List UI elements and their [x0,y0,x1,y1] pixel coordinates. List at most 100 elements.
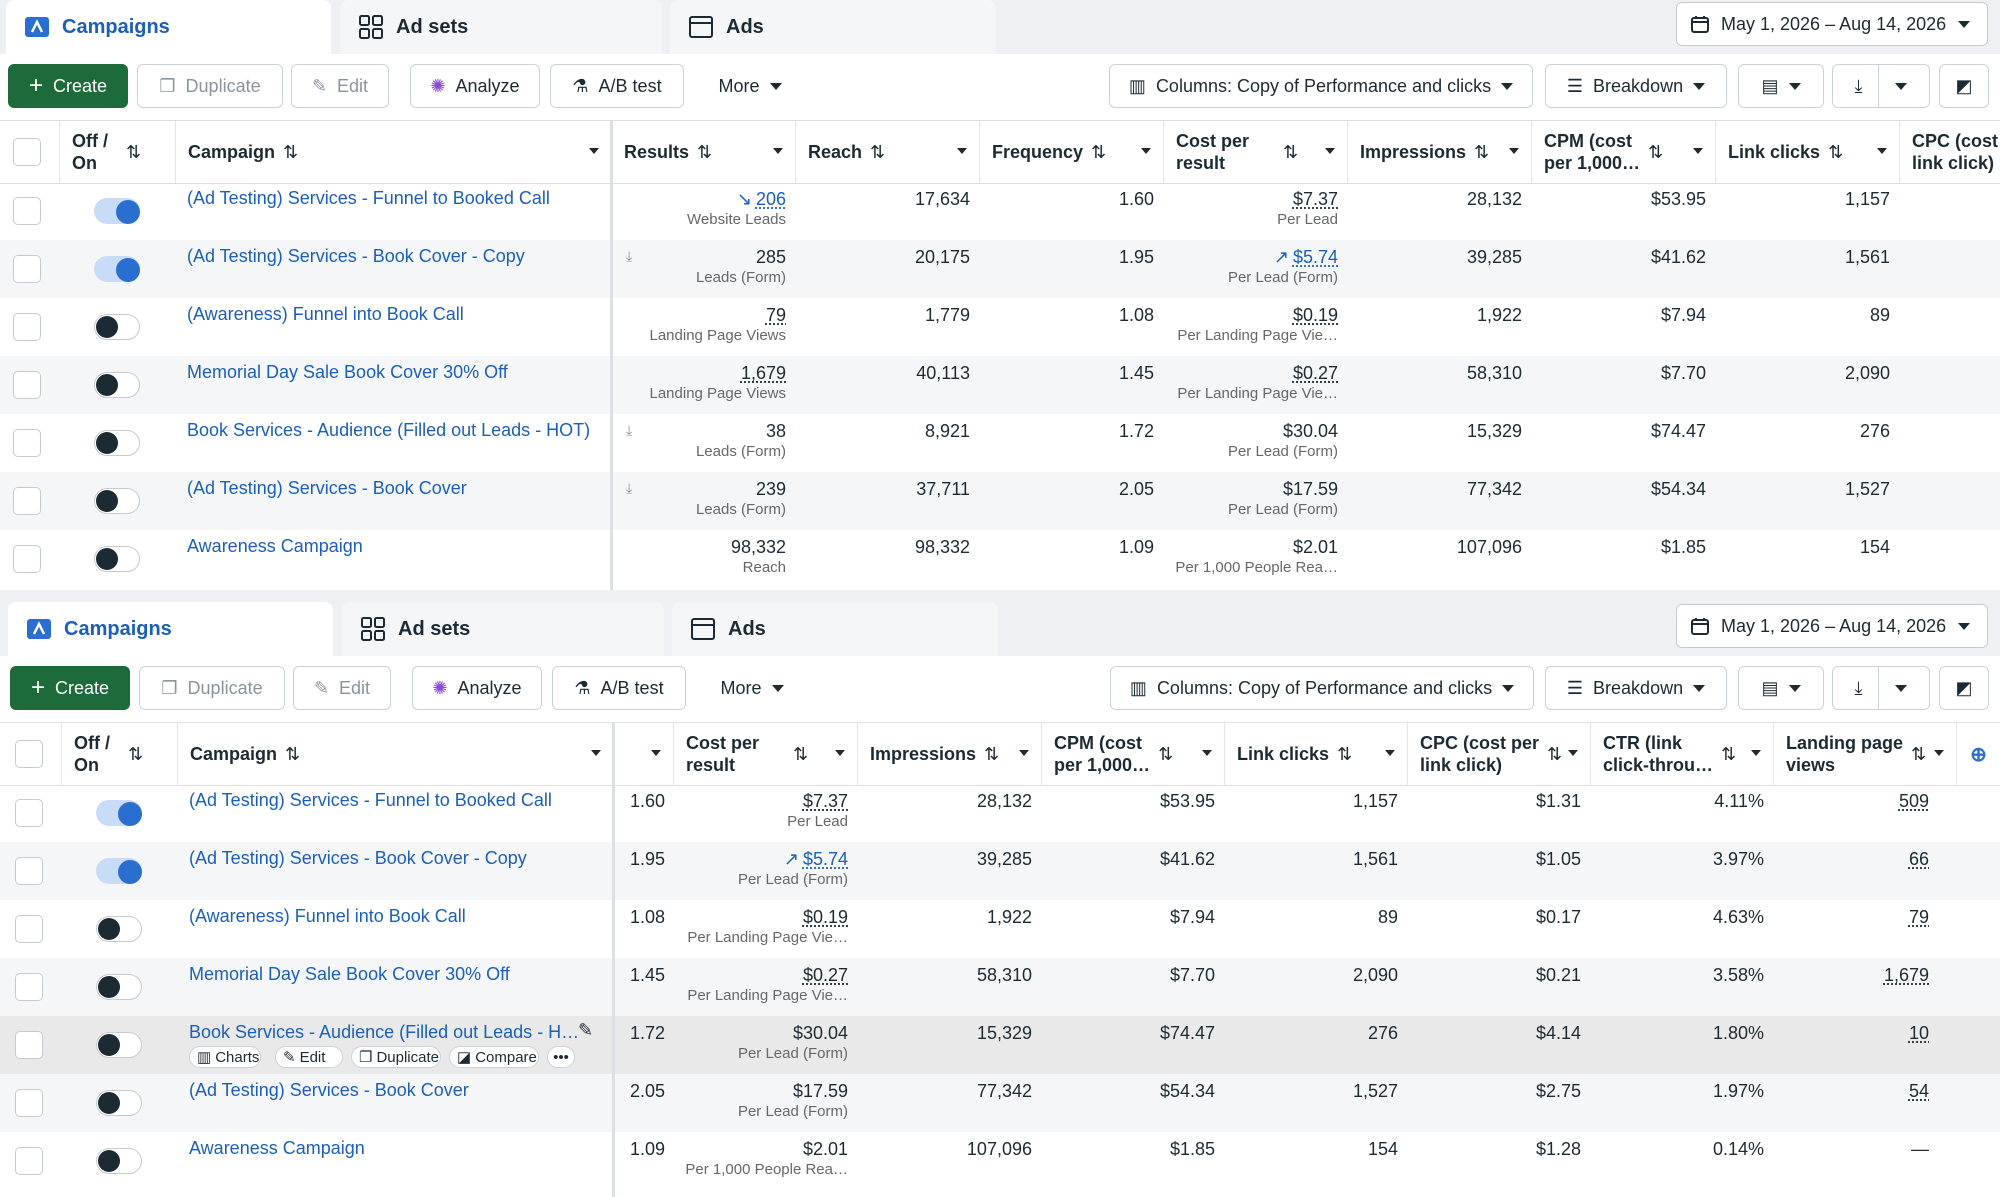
table-row[interactable]: Memorial Day Sale Book Cover 30% Off 1,67… [0,356,2000,414]
campaign-name-link[interactable]: (Ad Testing) Services - Funnel to Booked… [189,790,552,810]
edit-button[interactable]: ✎ Edit [293,666,391,710]
sort-icon[interactable]: ⇅ [1648,141,1664,162]
delivery-toggle[interactable] [96,1032,142,1058]
duplicate-button[interactable]: ❐ Duplicate [137,64,283,108]
edit-action-button[interactable]: ✎ Edit [275,1046,343,1068]
header-results[interactable]: Results ⇅ [612,121,796,183]
row-checkbox[interactable] [13,313,41,341]
delivery-toggle[interactable] [94,546,140,572]
delivery-toggle[interactable] [94,256,140,282]
tab-ads[interactable]: Ads [670,0,996,54]
chevron-down-icon[interactable] [589,148,599,154]
table-row[interactable]: (Ad Testing) Services - Funnel to Booked… [0,182,2000,240]
select-all-checkbox[interactable] [15,740,43,768]
chevron-down-icon[interactable] [1019,750,1029,756]
tab-campaigns[interactable]: Campaigns [8,602,333,656]
sort-icon[interactable]: ⇅ [1547,743,1563,764]
header-reach[interactable]: Reach ⇅ [796,121,980,183]
select-all-checkbox[interactable] [13,138,41,166]
date-range-picker[interactable]: May 1, 2026 – Aug 14, 2026 [1676,2,1988,46]
date-range-picker[interactable]: May 1, 2026 – Aug 14, 2026 [1676,604,1988,648]
chart-view-button[interactable]: ◩ [1939,666,1989,710]
chevron-down-icon[interactable] [1751,750,1761,756]
cost-per-result-number[interactable]: $5.74 [802,849,848,869]
table-row[interactable]: Awareness Campaign 1.09 $2.01 Per 1,000 Peo… [0,1132,2000,1190]
landing-page-views-value[interactable]: 54 [1908,1081,1929,1101]
table-row[interactable]: (Ad Testing) Services - Book Cover 2.05 $1… [0,1074,2000,1132]
table-row[interactable]: Memorial Day Sale Book Cover 30% Off 1.45… [0,958,2000,1016]
table-row[interactable]: (Ad Testing) Services - Book Cover 239 Lea… [0,472,2000,530]
header-frequency[interactable]: Frequency ⇅ [980,121,1164,183]
table-row[interactable]: (Awareness) Funnel into Book Call 1.08 $0.… [0,900,2000,958]
reports-button[interactable]: ▤ [1738,666,1824,710]
cost-per-result-number[interactable]: $7.37 [802,791,848,811]
campaign-name-link[interactable]: (Ad Testing) Services - Funnel to Booked… [187,188,550,208]
chevron-down-icon[interactable] [1325,148,1335,154]
chevron-down-icon[interactable] [1877,148,1887,154]
pencil-icon[interactable]: ✎ [578,1020,594,1040]
chevron-down-icon[interactable] [591,750,601,756]
header-cpm[interactable]: CPM (cost per 1,000… ⇅ [1042,723,1225,785]
row-checkbox[interactable] [13,487,41,515]
row-checkbox[interactable] [13,197,41,225]
cost-per-result-number[interactable]: $0.27 [802,965,848,985]
cost-per-result-number[interactable]: $0.19 [1292,305,1338,325]
breakdown-button[interactable]: ☰ Breakdown [1545,64,1727,108]
sort-icon[interactable]: ⇅ [1283,141,1299,162]
table-row[interactable]: (Ad Testing) Services - Funnel to Booked… [0,784,2000,842]
sort-icon[interactable]: ⇅ [1091,141,1107,162]
header-add-column[interactable]: ⊕ [1957,723,2000,785]
create-button[interactable]: + Create [8,64,128,108]
header-cpc[interactable]: CPC (cost per link click) ⇅ [1408,723,1591,785]
sort-icon[interactable]: ⇅ [1721,743,1737,764]
campaign-name-link[interactable]: Awareness Campaign [187,536,363,556]
delivery-toggle[interactable] [96,1148,142,1174]
sort-icon[interactable]: ⇅ [128,743,144,764]
chevron-down-icon[interactable] [651,750,661,756]
duplicate-button[interactable]: ❐ Duplicate [139,666,285,710]
chevron-down-icon[interactable] [957,148,967,154]
cost-per-result-number[interactable]: $0.19 [802,907,848,927]
row-checkbox[interactable] [13,255,41,283]
row-checkbox[interactable] [15,799,43,827]
row-checkbox[interactable] [15,973,43,1001]
campaign-name-link[interactable]: (Ad Testing) Services - Book Cover [187,478,467,498]
landing-page-views-value[interactable]: 79 [1908,907,1929,927]
more-button[interactable]: More [700,64,800,108]
sort-icon[interactable]: ⇅ [870,141,886,162]
table-row[interactable]: (Ad Testing) Services - Book Cover - Cop… [0,240,2000,298]
delivery-toggle[interactable] [94,430,140,456]
header-impressions[interactable]: Impressions ⇅ [858,723,1042,785]
results-number[interactable]: 1,679 [740,363,786,383]
chevron-down-icon[interactable] [1202,750,1212,756]
tab-adsets[interactable]: Ad sets [340,0,662,54]
row-checkbox[interactable] [13,545,41,573]
header-campaign[interactable]: Campaign ⇅ [176,121,612,183]
header-cpm[interactable]: CPM (cost per 1,000… ⇅ [1532,121,1716,183]
columns-button[interactable]: ▥ Columns: Copy of Performance and click… [1109,64,1533,108]
header-offon[interactable]: Off / On ⇅ [62,723,178,785]
cost-per-result-number[interactable]: $7.37 [1292,189,1338,209]
sort-icon[interactable]: ⇅ [793,743,809,764]
row-checkbox[interactable] [13,429,41,457]
delivery-toggle[interactable] [96,858,142,884]
header-cost-per-result[interactable]: Cost per result ⇅ [674,723,858,785]
tab-adsets[interactable]: Ad sets [342,602,664,656]
table-row[interactable]: Awareness Campaign 98,332 Reach 98,332 1.09 $… [0,530,2000,588]
header-ctr[interactable]: CTR (link click-throu… ⇅ [1591,723,1774,785]
chevron-down-icon[interactable] [773,148,783,154]
sort-icon[interactable]: ⇅ [1828,141,1844,162]
sort-icon[interactable]: ⇅ [1158,743,1174,764]
chevron-down-icon[interactable] [1385,750,1395,756]
sort-icon[interactable]: ⇅ [1911,743,1927,764]
columns-button[interactable]: ▥ Columns: Copy of Performance and click… [1110,666,1534,710]
ab-test-button[interactable]: ⚗ A/B test [550,64,684,108]
reports-button[interactable]: ▤ [1738,64,1824,108]
header-select[interactable] [0,121,60,183]
campaign-name-link[interactable]: Book Services - Audience (Filled out Lea… [189,1022,580,1042]
results-number[interactable]: 79 [765,305,786,325]
export-button[interactable]: ⤓ [1832,64,1930,108]
sort-icon[interactable]: ⇅ [984,743,1000,764]
table-row[interactable]: Book Services - Audience (Filled out Lea… [0,414,2000,472]
cost-per-result-number[interactable]: $0.27 [1292,363,1338,383]
